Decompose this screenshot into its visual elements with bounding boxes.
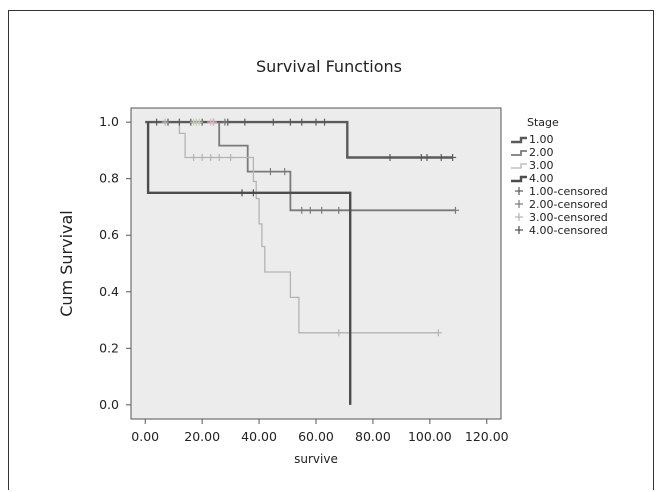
censor-mark-1.00 (286, 118, 294, 126)
x-tick-label: 100.00 (408, 429, 452, 444)
series-layer (145, 120, 456, 405)
legend-label: 4.00 (529, 172, 554, 185)
legend-item: 1.00-censored (515, 185, 608, 198)
censor-mark-1.00 (386, 153, 394, 161)
censor-mark-3.00 (161, 118, 169, 126)
censor-mark-3.00 (215, 153, 223, 161)
legend-item: 1.00 (511, 133, 554, 146)
censor-mark-2.00 (266, 168, 274, 176)
legend-label: 4.00-censored (529, 224, 608, 237)
censor-mark-1.00 (321, 118, 329, 126)
censor-mark-1.00 (423, 153, 431, 161)
legend-label: 3.00 (529, 159, 554, 172)
censor-mark-1.00 (269, 118, 277, 126)
censor-mark-4.00 (238, 189, 246, 197)
legend-item: 3.00 (511, 159, 554, 172)
censor-mark-3.00 (227, 153, 235, 161)
legend: Stage 1.002.003.004.001.00-censored2.00-… (511, 116, 608, 237)
legend-item: 2.00-censored (515, 198, 608, 211)
legend-item: 2.00 (511, 146, 554, 159)
legend-item: 4.00-censored (515, 224, 608, 237)
y-tick-label: 0.0 (99, 397, 119, 412)
legend-label: 2.00 (529, 146, 554, 159)
censor-mark-1.00 (449, 153, 457, 161)
censor-mark-2.00 (318, 206, 326, 214)
censor-mark-3.00 (198, 153, 206, 161)
censor-mark-1.00 (312, 118, 320, 126)
censor-mark-1.00 (175, 118, 183, 126)
plot-area (130, 107, 502, 420)
censor-mark-2.00 (335, 206, 343, 214)
x-tick-label: 20.00 (184, 429, 220, 444)
series-line-3.00 (178, 122, 439, 334)
x-tick-label: 60.00 (298, 429, 334, 444)
censor-mark-1.00 (437, 153, 445, 161)
legend-label: 1.00 (529, 133, 554, 146)
censor-mark-2.00 (298, 206, 306, 214)
legend-item: 3.00-censored (515, 211, 608, 224)
x-tick-label: 80.00 (355, 429, 391, 444)
censor-mark-2.00 (281, 168, 289, 176)
legend-item: 4.00 (511, 172, 554, 185)
censor-mark-3.00 (210, 118, 218, 126)
x-tick-label: 40.00 (241, 429, 277, 444)
series-line-2.00 (218, 122, 456, 212)
censor-mark-1.00 (153, 118, 161, 126)
censor-mark-3.00 (195, 118, 203, 126)
y-tick-label: 1.0 (99, 114, 119, 129)
x-axis-title: survive (294, 452, 338, 466)
censor-mark-2.00 (221, 118, 229, 126)
legend-swatch-line (511, 150, 527, 156)
legend-swatch-line (511, 163, 527, 169)
axis-ticks: 0.00 20.00 40.00 60.00 80.00 100.00 120.00 0.0 0… (99, 114, 509, 444)
censor-mark-3.00 (335, 329, 343, 337)
censor-mark-2.00 (306, 206, 314, 214)
legend-title: Stage (527, 116, 559, 129)
y-axis-title: Cum Survival (57, 210, 76, 317)
legend-swatch-line (511, 136, 527, 144)
legend-swatch-line (511, 175, 527, 183)
y-tick-label: 0.6 (99, 227, 119, 242)
censor-mark-2.00 (451, 206, 459, 214)
censor-mark-3.00 (434, 329, 442, 337)
censor-mark-4.00 (249, 189, 257, 197)
censor-mark-3.00 (207, 153, 215, 161)
series-line-4.00 (146, 122, 352, 405)
y-tick-label: 0.4 (99, 284, 119, 299)
censor-mark-3.00 (190, 153, 198, 161)
y-tick-label: 0.2 (99, 340, 119, 355)
x-tick-label: 120.00 (465, 429, 509, 444)
legend-label: 1.00-censored (529, 185, 608, 198)
legend-label: 2.00-censored (529, 198, 608, 211)
censor-mark-1.00 (298, 118, 306, 126)
legend-label: 3.00-censored (529, 211, 608, 224)
censor-mark-1.00 (241, 118, 249, 126)
censor-marks (153, 118, 459, 337)
x-tick-label: 0.00 (131, 429, 159, 444)
figure-frame (8, 10, 654, 490)
y-tick-label: 0.8 (99, 171, 119, 186)
chart-title: Survival Functions (256, 57, 402, 76)
